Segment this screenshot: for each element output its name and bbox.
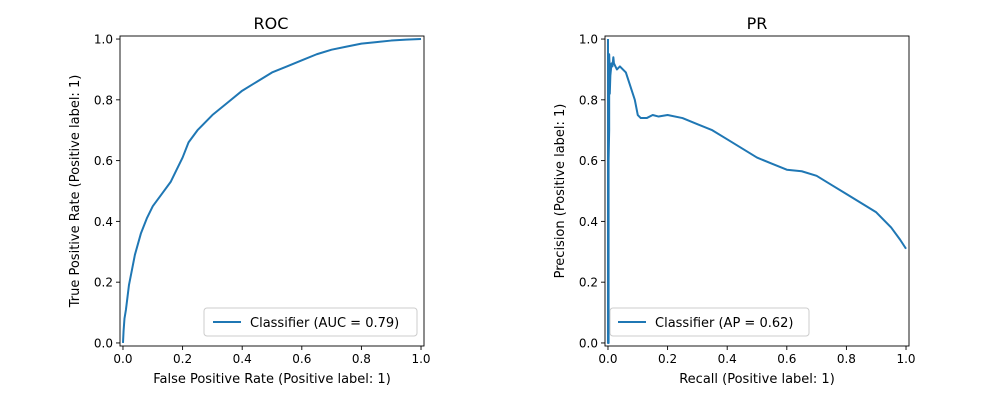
pr-title: PR bbox=[747, 14, 768, 33]
roc-ytick-label: 0.8 bbox=[94, 93, 113, 107]
pr-series bbox=[606, 39, 907, 344]
pr-ytick-label: 0.4 bbox=[579, 215, 598, 229]
roc-axes-frame bbox=[119, 35, 425, 347]
pr-xtick-label: 0.4 bbox=[718, 352, 737, 366]
pr-legend-label: Classifier (AP = 0.62) bbox=[655, 316, 793, 331]
roc-ytick-label: 0.6 bbox=[94, 154, 113, 168]
roc-ytick-label: 0.0 bbox=[94, 336, 113, 350]
pr-xtick-label: 0.6 bbox=[777, 352, 796, 366]
pr-ytick-label: 0.2 bbox=[579, 276, 598, 290]
roc-title: ROC bbox=[254, 14, 289, 33]
pr-xtick-label: 1.0 bbox=[896, 352, 915, 366]
pr-legend: Classifier (AP = 0.62) bbox=[609, 307, 810, 337]
roc-xtick-label: 0.8 bbox=[352, 352, 371, 366]
roc-ytick-label: 0.4 bbox=[94, 215, 113, 229]
pr-xtick-label: 0.8 bbox=[837, 352, 856, 366]
pr-ytick-label: 0.8 bbox=[579, 93, 598, 107]
roc-xlabel: False Positive Rate (Positive label: 1) bbox=[153, 372, 391, 387]
pr-xtick-label: 0.0 bbox=[598, 352, 617, 366]
pr-ylabel: Precision (Positive label: 1) bbox=[553, 104, 568, 279]
roc-xtick-label: 0.4 bbox=[233, 352, 252, 366]
roc-ylabel: True Positive Rate (Positive label: 1) bbox=[68, 75, 83, 309]
pr-legend-box bbox=[609, 307, 810, 337]
roc-legend-label: Classifier (AUC = 0.79) bbox=[250, 316, 399, 331]
roc-xtick-label: 1.0 bbox=[411, 352, 430, 366]
pr-ticks: 0.0 0.2 0.4 0.6 0.8 1.0 0.0 0.2 0.4 0.6 0.8 1.0 bbox=[579, 33, 916, 366]
pr-axes-frame bbox=[604, 35, 910, 347]
roc-legend-box bbox=[203, 307, 418, 337]
roc-xtick-label: 0.2 bbox=[173, 352, 192, 366]
pr-ytick-label: 0.6 bbox=[579, 154, 598, 168]
roc-ticks: 0.0 0.2 0.4 0.6 0.8 1.0 0.0 0.2 0.4 0.6 0.8 1.0 bbox=[94, 33, 431, 366]
pr-xtick-label: 0.2 bbox=[658, 352, 677, 366]
roc-panel: ROC 0.0 0.2 0.4 0.6 0.8 1.0 0.0 0.2 0.4 0.6 0.8 1.0… bbox=[68, 14, 431, 387]
pr-series-line bbox=[606, 39, 907, 344]
roc-ytick-label: 0.2 bbox=[94, 276, 113, 290]
roc-xtick-label: 0.6 bbox=[292, 352, 311, 366]
roc-legend: Classifier (AUC = 0.79) bbox=[203, 307, 418, 337]
pr-ytick-label: 1.0 bbox=[579, 33, 598, 47]
roc-series-line bbox=[121, 38, 422, 344]
roc-series bbox=[121, 38, 422, 344]
pr-ytick-label: 0.0 bbox=[579, 336, 598, 350]
roc-xtick-label: 0.0 bbox=[113, 352, 132, 366]
roc-ytick-label: 1.0 bbox=[94, 33, 113, 47]
pr-panel: PR 0.0 0.2 0.4 0.6 0.8 1.00.00.20.40.60.81.0 … bbox=[553, 14, 916, 387]
pr-xlabel: Recall (Positive label: 1) bbox=[679, 372, 835, 387]
